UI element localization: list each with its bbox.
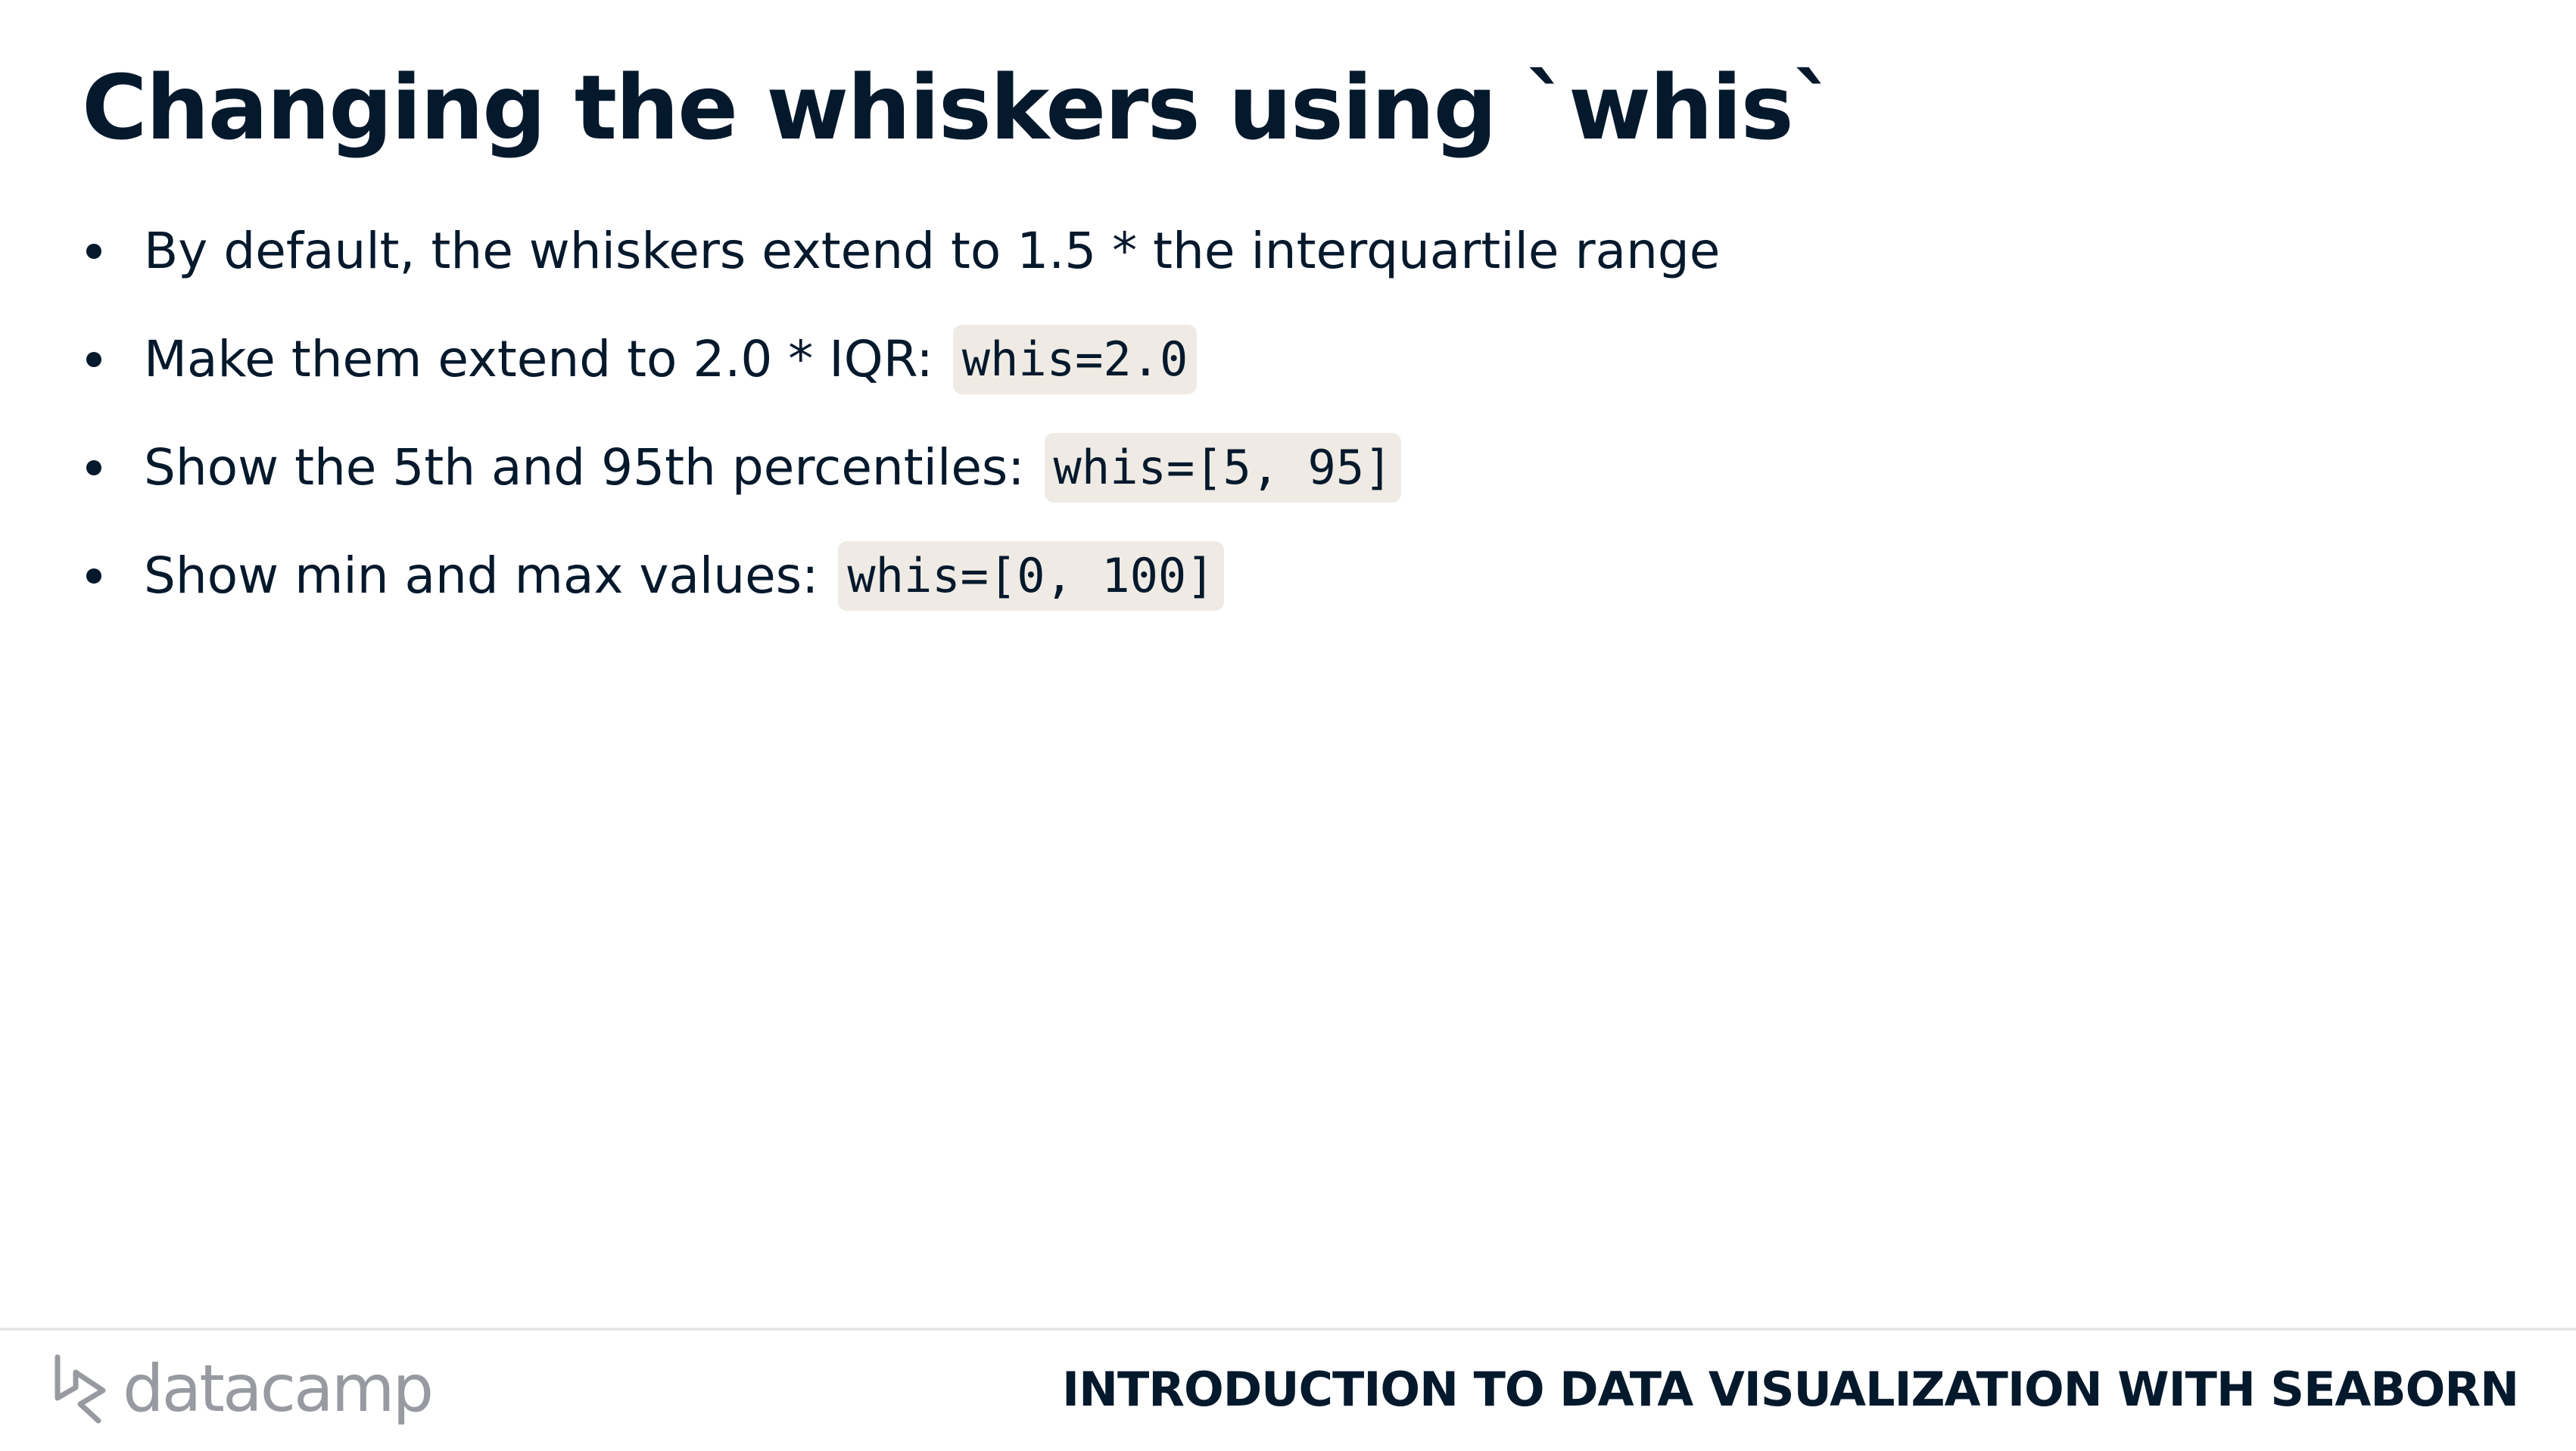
- code-snippet: whis=2.0: [952, 324, 1198, 394]
- bullet-dot-icon: [86, 459, 101, 475]
- bullet-dot-icon: [86, 568, 101, 584]
- bullet-dot-icon: [86, 351, 101, 367]
- footer-divider: [0, 1328, 2576, 1331]
- logo-wordmark: datacamp: [123, 1351, 434, 1427]
- bullet-text: Show min and max values:: [144, 546, 819, 605]
- bullet-dot-icon: [86, 243, 101, 259]
- bullet-item-iqr: Make them extend to 2.0 * IQR: whis=2.0: [82, 305, 1720, 413]
- bullet-item-min-max: Show min and max values: whis=[0, 100]: [82, 522, 1720, 630]
- code-snippet: whis=[5, 95]: [1044, 432, 1402, 503]
- bullet-text: By default, the whiskers extend to 1.5 *…: [144, 222, 1721, 280]
- datacamp-logo: datacamp: [50, 1347, 434, 1431]
- bullet-item-percentiles: Show the 5th and 95th percentiles: whis=…: [82, 413, 1720, 522]
- bullet-list: By default, the whiskers extend to 1.5 *…: [82, 197, 1720, 630]
- bullet-text: Show the 5th and 95th percentiles:: [144, 438, 1025, 497]
- slide-title: Changing the whiskers using `whis`: [82, 55, 1837, 160]
- code-snippet: whis=[0, 100]: [838, 540, 1224, 611]
- datacamp-logo-icon: [55, 1354, 106, 1424]
- bullet-text: Make them extend to 2.0 * IQR:: [144, 330, 933, 388]
- course-title: INTRODUCTION TO DATA VISUALIZATION WITH …: [1062, 1362, 2519, 1417]
- bullet-item-default: By default, the whiskers extend to 1.5 *…: [82, 197, 1720, 305]
